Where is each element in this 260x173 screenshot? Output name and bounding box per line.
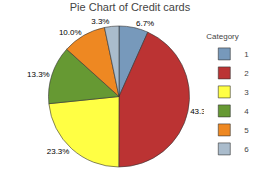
svg-text:10.0%: 10.0%: [59, 28, 82, 37]
svg-text:1: 1: [244, 50, 249, 59]
svg-text:3.3%: 3.3%: [91, 17, 109, 26]
svg-text:23.3%: 23.3%: [47, 147, 70, 156]
svg-text:4: 4: [244, 107, 249, 116]
svg-text:13.3%: 13.3%: [27, 70, 50, 79]
svg-text:6.7%: 6.7%: [136, 19, 154, 28]
svg-text:43.3%: 43.3%: [190, 107, 213, 117]
svg-text:2: 2: [244, 69, 249, 78]
svg-text:3: 3: [244, 88, 249, 97]
svg-text:Category: Category: [206, 32, 238, 41]
svg-text:6: 6: [244, 145, 249, 154]
svg-text:Pie Chart of Credit cards: Pie Chart of Credit cards: [70, 1, 191, 13]
svg-text:5: 5: [244, 126, 249, 135]
